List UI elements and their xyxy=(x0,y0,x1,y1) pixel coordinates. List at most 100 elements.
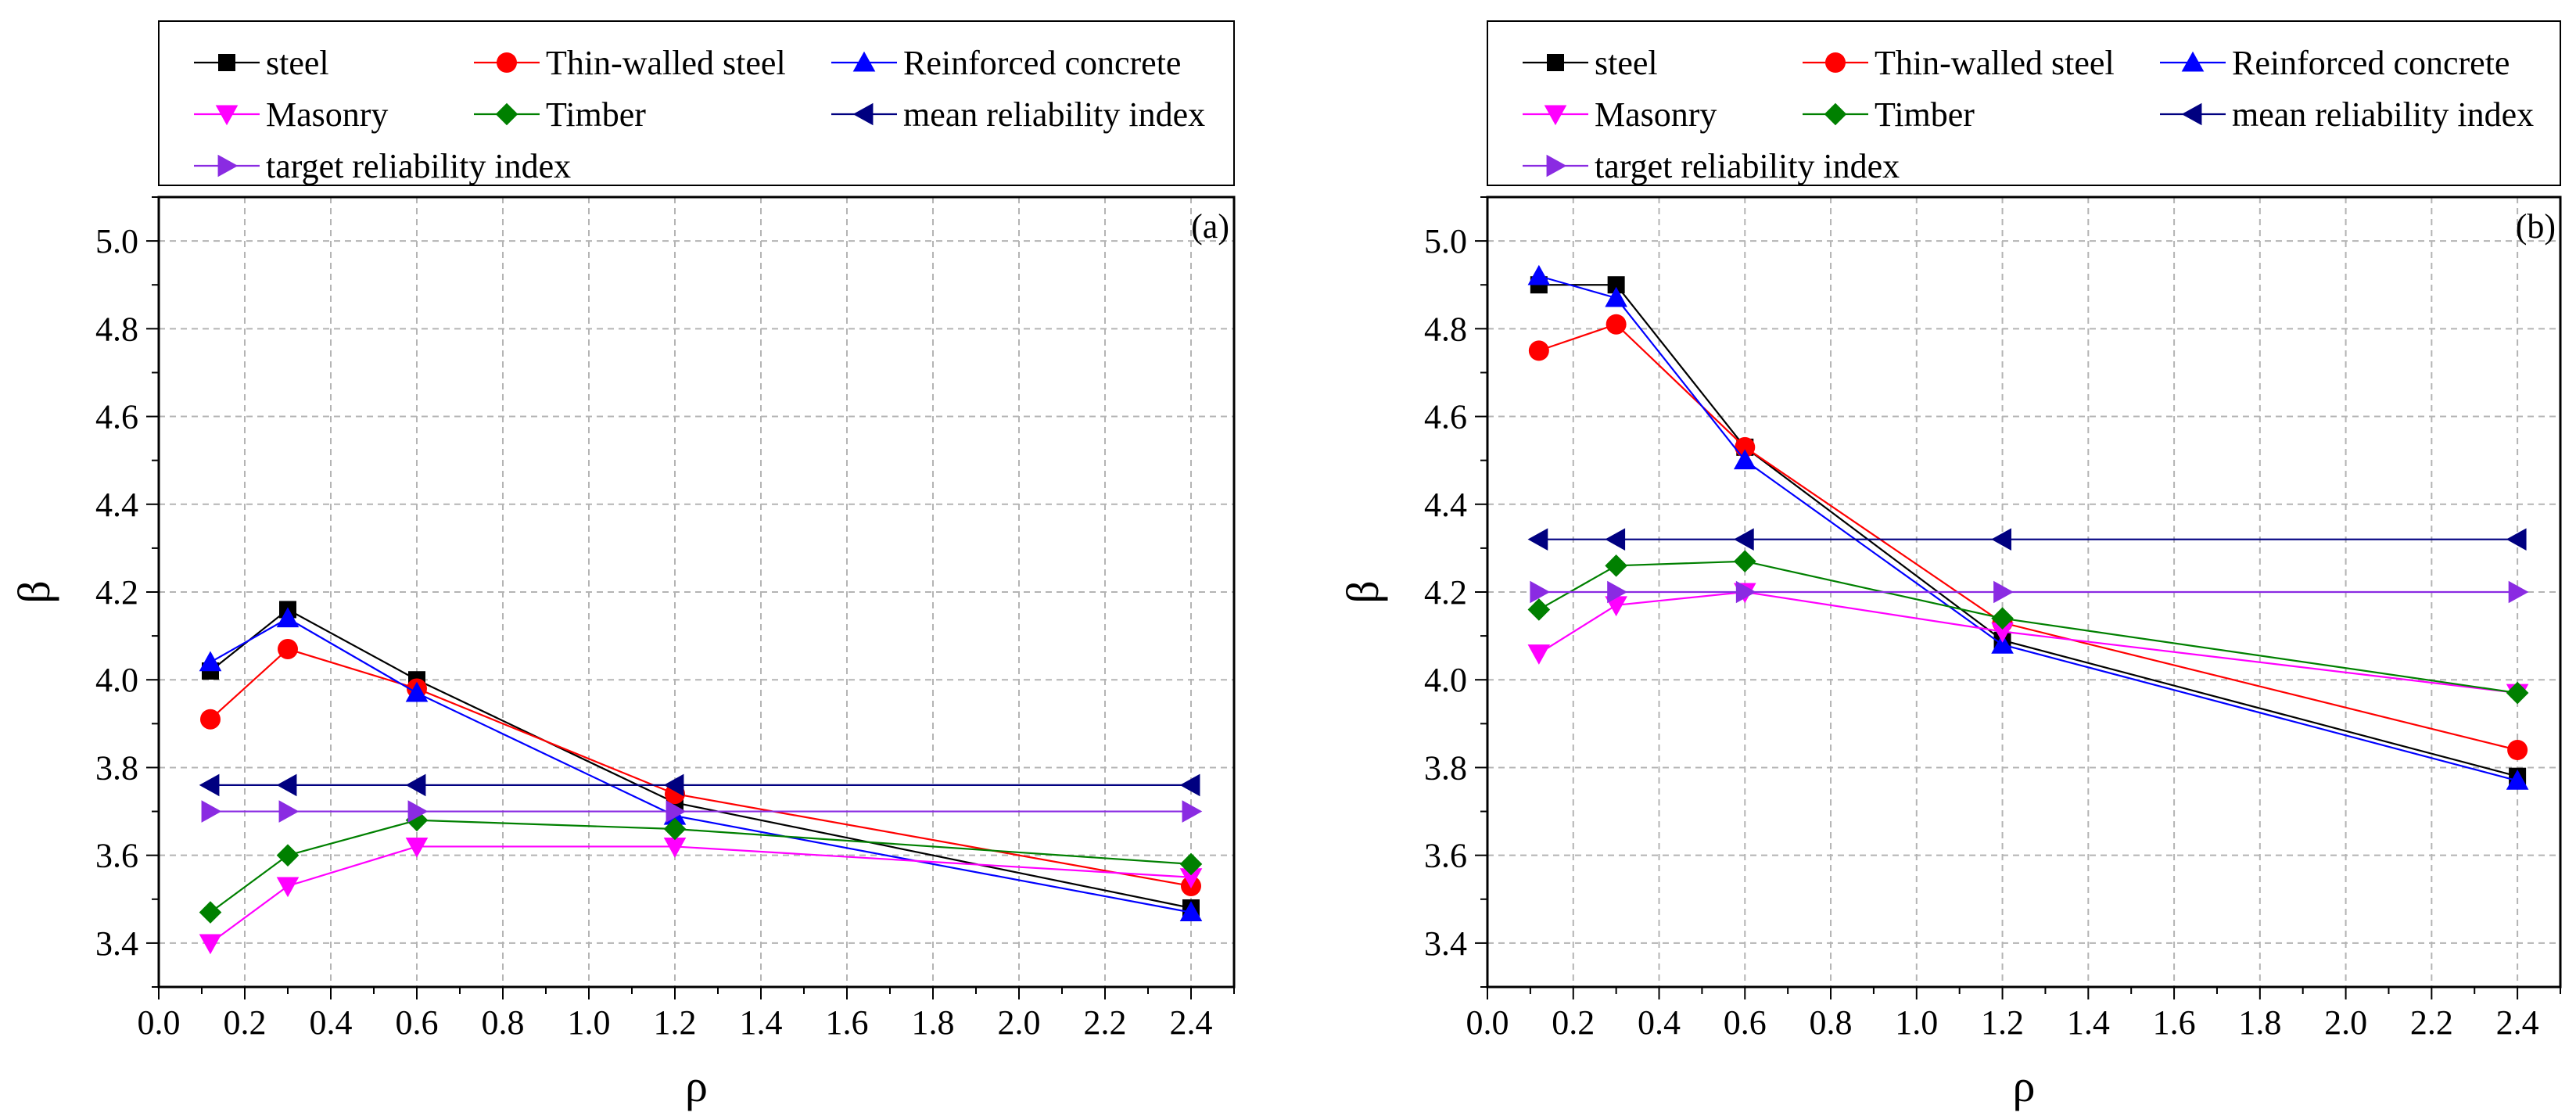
data-point xyxy=(1607,276,1625,294)
y-tick-label: 4.2 xyxy=(1424,573,1467,612)
x-tick-label: 1.2 xyxy=(1981,1003,2024,1042)
data-point xyxy=(1991,607,2014,630)
legend-item: steel xyxy=(1523,44,1658,82)
data-point xyxy=(1179,868,1203,889)
legend-marker xyxy=(1547,54,1564,71)
legend-item: target reliability index xyxy=(1523,147,1900,185)
data-point xyxy=(199,901,222,924)
data-point xyxy=(1735,580,1756,604)
series-line xyxy=(210,608,1192,910)
series-group xyxy=(1527,264,2529,790)
y-tick-label: 4.2 xyxy=(95,573,138,612)
x-tick-label: 0.6 xyxy=(1724,1003,1767,1042)
y-tick-label: 3.4 xyxy=(1424,924,1467,963)
data-point xyxy=(276,877,300,898)
y-tick-label: 4.0 xyxy=(95,661,138,699)
data-point xyxy=(1527,528,1548,551)
legend: steel Thin-walled steel Reinforced concret… xyxy=(1487,20,2561,186)
data-point xyxy=(2507,740,2528,760)
x-tick-label: 1.0 xyxy=(1895,1003,1938,1042)
data-point xyxy=(1528,340,1549,361)
legend-marker xyxy=(852,102,874,126)
legend-marker xyxy=(497,52,517,73)
y-tick-label: 4.4 xyxy=(1424,486,1467,524)
legend-box xyxy=(1487,20,2561,186)
legend-label: Thin-walled steel xyxy=(546,44,786,82)
legend-label: steel xyxy=(266,44,329,82)
data-point xyxy=(405,809,429,832)
y-tick-label: 5.0 xyxy=(95,222,138,260)
data-point xyxy=(1527,598,1551,621)
data-point xyxy=(1530,580,1551,604)
legend-item: Reinforced concrete xyxy=(2160,44,2510,82)
legend-marker xyxy=(2181,51,2205,72)
legend-box xyxy=(158,20,1235,186)
x-tick-label: 0.0 xyxy=(1466,1003,1509,1042)
x-tick-label: 0.8 xyxy=(1810,1003,1853,1042)
legend-item: target reliability index xyxy=(194,147,571,185)
data-point xyxy=(1179,852,1203,876)
legend-marker xyxy=(495,102,518,126)
data-point xyxy=(1179,773,1200,797)
grid xyxy=(159,197,1234,987)
data-point xyxy=(278,638,298,659)
y-axis-label: β xyxy=(1337,580,1388,604)
series-line xyxy=(1538,590,2518,694)
panel-label: (a) xyxy=(1191,207,1229,246)
data-point xyxy=(2506,681,2529,705)
data-point xyxy=(1735,436,1756,458)
legend-marker xyxy=(215,105,239,126)
legend-label: Reinforced concrete xyxy=(2232,44,2510,82)
plot-frame xyxy=(157,196,1236,989)
legend-label: Timber xyxy=(546,95,646,134)
data-point xyxy=(666,800,687,823)
x-axis-label: ρ xyxy=(2013,1060,2036,1111)
x-tick-label: 2.4 xyxy=(1170,1003,1213,1042)
panel-label: (b) xyxy=(2516,207,2556,246)
series-line xyxy=(1538,284,2518,777)
data-point xyxy=(278,800,300,823)
data-point xyxy=(1527,644,1551,665)
data-point xyxy=(407,800,429,823)
data-point xyxy=(1605,286,1627,307)
series-line xyxy=(1538,560,2518,694)
legend-label: Masonry xyxy=(1595,95,1717,134)
x-tick-label: 1.4 xyxy=(2067,1003,2110,1042)
x-tick-label: 1.4 xyxy=(740,1003,783,1042)
data-point xyxy=(405,681,429,702)
data-point xyxy=(2506,769,2529,790)
y-tick-label: 4.6 xyxy=(95,398,138,436)
data-point xyxy=(1606,314,1627,335)
legend-marker xyxy=(217,154,239,178)
y-tick-label: 4.4 xyxy=(95,486,138,524)
x-tick-label: 2.2 xyxy=(2410,1003,2453,1042)
x-tick-label: 2.0 xyxy=(2324,1003,2367,1042)
legend-label: Reinforced concrete xyxy=(903,44,1181,82)
y-axis-label: β xyxy=(9,580,59,604)
legend-item: Thin-walled steel xyxy=(1803,44,2115,82)
x-tick-label: 0.2 xyxy=(1552,1003,1595,1042)
series-line xyxy=(1538,275,2518,782)
y-tick-label: 4.0 xyxy=(1424,661,1467,699)
legend-marker xyxy=(2181,102,2202,126)
data-point xyxy=(1179,901,1203,922)
plot-frame xyxy=(1486,196,2562,989)
x-tick-label: 1.8 xyxy=(2238,1003,2281,1042)
axis-ticks xyxy=(1475,196,2561,999)
data-point xyxy=(1991,623,2014,643)
data-point xyxy=(1733,449,1756,470)
data-point xyxy=(200,709,221,730)
data-point xyxy=(663,817,687,841)
data-point xyxy=(276,844,300,867)
data-point xyxy=(199,773,220,797)
data-point xyxy=(1527,264,1551,285)
data-point xyxy=(1733,550,1756,573)
legend-label: Timber xyxy=(1875,95,1975,134)
legend-item: steel xyxy=(194,44,329,82)
y-tick-label: 3.8 xyxy=(95,748,138,787)
y-tick-label: 3.6 xyxy=(95,837,138,875)
legend-item: Timber xyxy=(474,95,646,134)
y-tick-label: 4.8 xyxy=(1424,310,1467,348)
legend-marker xyxy=(852,51,876,72)
